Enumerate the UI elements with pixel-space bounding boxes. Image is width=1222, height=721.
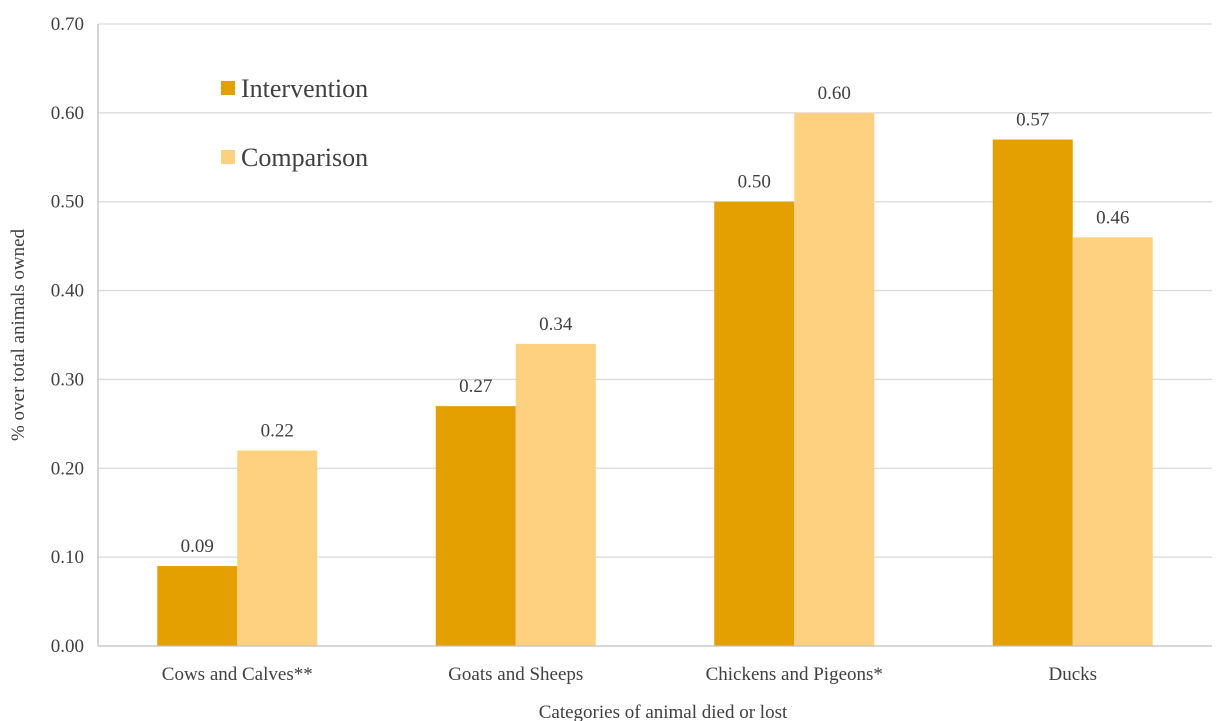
bar-intervention bbox=[157, 566, 238, 646]
data-label: 0.34 bbox=[539, 314, 573, 335]
legend-label-comparison: Comparison bbox=[241, 143, 368, 172]
bar-intervention bbox=[992, 139, 1073, 646]
data-label: 0.27 bbox=[459, 376, 492, 397]
x-tick-label: Ducks bbox=[1048, 664, 1097, 685]
y-tick-label: 0.60 bbox=[51, 103, 84, 124]
data-label: 0.57 bbox=[1016, 110, 1049, 131]
legend: Intervention Comparison bbox=[221, 74, 368, 172]
axes: 0.00 0.10 0.20 0.30 0.40 0.50 0.60 0.70 Cows and… bbox=[51, 14, 1212, 685]
y-tick-label: 0.10 bbox=[51, 547, 84, 568]
y-axis-title: % over total animals owned bbox=[8, 228, 29, 441]
y-tick-label: 0.00 bbox=[51, 636, 84, 657]
y-tick-label: 0.40 bbox=[51, 281, 84, 302]
y-tick-label: 0.20 bbox=[51, 458, 84, 479]
bar-comparison bbox=[237, 450, 318, 646]
x-tick-label: Chickens and Pigeons* bbox=[706, 664, 883, 685]
data-label: 0.09 bbox=[181, 536, 214, 557]
data-label: 0.22 bbox=[261, 421, 294, 442]
data-label: 0.46 bbox=[1096, 207, 1129, 228]
data-labels: 0.09 0.22 0.27 0.34 0.50 0.60 0.57 0.46 bbox=[181, 83, 1130, 557]
bar-comparison bbox=[794, 112, 875, 647]
x-axis-title: Categories of animal died or lost bbox=[539, 702, 788, 721]
x-tick-label: Cows and Calves** bbox=[162, 664, 313, 685]
bar-comparison bbox=[515, 343, 596, 646]
data-label: 0.50 bbox=[738, 172, 771, 193]
legend-swatch-comparison bbox=[221, 150, 235, 164]
bar-intervention bbox=[435, 406, 516, 646]
legend-label-intervention: Intervention bbox=[241, 74, 368, 103]
data-label: 0.60 bbox=[818, 83, 851, 104]
legend-swatch-intervention bbox=[221, 81, 235, 95]
bars bbox=[157, 112, 1153, 647]
y-tick-label: 0.30 bbox=[51, 369, 84, 390]
y-tick-label: 0.70 bbox=[51, 14, 84, 35]
x-tick-label: Goats and Sheeps bbox=[448, 664, 583, 685]
bar-comparison bbox=[1072, 237, 1153, 646]
bar-intervention bbox=[714, 201, 795, 646]
y-tick-label: 0.50 bbox=[51, 192, 84, 213]
